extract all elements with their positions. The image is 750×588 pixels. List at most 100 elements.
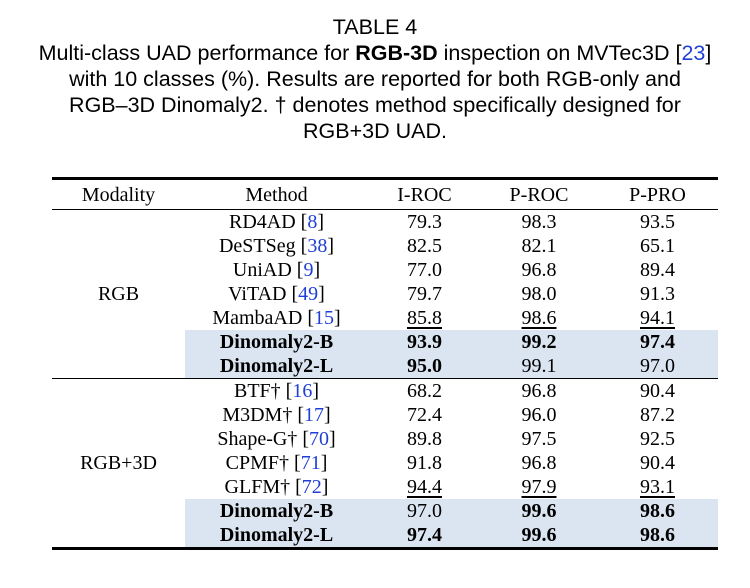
caption-line-4: RGB–3D Dinomaly2. † denotes method speci… <box>69 93 681 117</box>
metric-value: 97.9 <box>521 476 557 498</box>
i-roc-cell: 95.0 <box>368 354 481 379</box>
modality-cell: RGB <box>97 283 140 305</box>
citation-link[interactable]: 9 <box>303 259 314 281</box>
method-name: Dinomaly2-B <box>219 500 334 522</box>
results-table: Modality Method I-ROC P-ROC P-PRO RGB RD4… <box>52 177 718 550</box>
metric-value: 92.5 <box>640 428 675 450</box>
metric-value: 97.0 <box>640 355 675 377</box>
metric-value: 97.4 <box>407 524 442 546</box>
i-roc-cell: 79.7 <box>368 282 481 306</box>
p-pro-cell: 93.1 <box>597 475 718 499</box>
citation-link[interactable]: 17 <box>304 404 324 426</box>
metric-value: 85.8 <box>407 307 442 329</box>
p-pro-cell: 92.5 <box>597 427 718 451</box>
citation-link[interactable]: 15 <box>313 307 334 329</box>
p-pro-cell: 94.1 <box>597 306 718 330</box>
p-roc-cell: 98.6 <box>481 306 597 330</box>
p-roc-cell: 99.1 <box>481 354 597 379</box>
i-roc-cell: 82.5 <box>368 234 481 258</box>
metric-value: 93.5 <box>640 211 675 233</box>
method-cell: MambaAD [15] <box>212 307 341 329</box>
citation-link[interactable]: 38 <box>307 235 328 257</box>
method-cell: UniAD [9] <box>232 259 321 281</box>
metric-value: 72.4 <box>407 404 442 426</box>
metric-value: 96.0 <box>521 404 557 426</box>
table-row: Dinomaly2-L 97.4 99.6 98.6 <box>52 523 718 549</box>
table-row: RGB+3D BTF† [16] 68.2 96.8 90.4 <box>52 379 718 474</box>
metric-value: 82.1 <box>521 235 557 257</box>
method-cell: Dinomaly2-L <box>185 523 368 549</box>
method-name: Dinomaly2-L <box>219 524 334 546</box>
p-pro-cell: 93.5 <box>597 210 718 235</box>
table-row: Dinomaly2-L 95.0 99.1 97.0 <box>52 354 718 379</box>
citation-link[interactable]: 71 <box>300 452 321 474</box>
header-p-pro: P-PRO <box>629 183 686 206</box>
caption-line-3: with 10 classes (%). Results are reporte… <box>69 67 681 91</box>
i-roc-cell: 85.8 <box>368 306 481 330</box>
metric-value: 98.3 <box>521 211 557 233</box>
method-cell: GLFM† [72] <box>224 476 329 498</box>
metric-value: 96.8 <box>521 452 557 474</box>
metric-value: 98.0 <box>521 283 557 305</box>
method-cell: Dinomaly2-B <box>185 330 368 354</box>
method-name: M3DM† <box>222 404 293 426</box>
citation-link[interactable]: 70 <box>308 428 329 450</box>
method-cell: BTF† [16] <box>233 380 320 402</box>
metric-value: 96.8 <box>521 380 557 402</box>
method-cell: Shape-G† [70] <box>217 428 336 450</box>
method-name: UniAD <box>232 259 292 281</box>
table-row: RGB RD4AD [8] 79.3 98.3 93.5 <box>52 210 718 305</box>
i-roc-cell: 97.0 <box>368 499 481 523</box>
citation-link[interactable]: 8 <box>307 211 318 233</box>
method-cell: DeSTSeg [38] <box>218 235 334 257</box>
header-row: Modality Method I-ROC P-ROC P-PRO <box>52 178 718 210</box>
p-roc-cell: 82.1 <box>481 234 597 258</box>
p-pro-cell: 90.4 <box>597 451 718 475</box>
metric-value: 94.4 <box>407 476 442 498</box>
method-name: Dinomaly2-L <box>219 355 334 377</box>
i-roc-cell: 89.8 <box>368 427 481 451</box>
table-caption: TABLE 4 Multi-class UAD performance for … <box>0 14 750 144</box>
p-pro-cell: 91.3 <box>597 282 718 306</box>
p-roc-cell: 99.6 <box>481 523 597 549</box>
metric-value: 96.8 <box>521 259 557 281</box>
method-name: RD4AD <box>228 211 296 233</box>
p-pro-cell: 65.1 <box>597 234 718 258</box>
modality-cell: RGB+3D <box>80 452 157 474</box>
metric-value: 65.1 <box>640 235 675 257</box>
metric-value: 79.3 <box>407 211 442 233</box>
method-cell: ViTAD [49] <box>228 283 325 305</box>
table-row: MambaAD [15] 85.8 98.6 94.1 <box>52 306 718 330</box>
citation-link[interactable]: 16 <box>292 380 313 402</box>
header-modality: Modality <box>81 183 156 206</box>
metric-value: 98.6 <box>640 500 675 522</box>
citation-link[interactable]: 72 <box>301 476 322 498</box>
method-name: Shape-G† <box>217 428 298 450</box>
p-roc-cell: 98.3 <box>481 210 597 235</box>
method-cell: M3DM† [17] <box>222 404 331 426</box>
metric-value: 99.1 <box>521 355 557 377</box>
table-row: ViTAD [49] 79.7 98.0 91.3 <box>52 282 718 306</box>
method-name: Dinomaly2-B <box>219 331 334 353</box>
citation-link[interactable]: 49 <box>298 283 319 305</box>
p-roc-cell: 96.8 <box>481 379 597 404</box>
metric-value: 95.0 <box>407 355 442 377</box>
citation-link[interactable]: 23 <box>681 41 706 65</box>
metric-value: 89.4 <box>640 259 675 281</box>
metric-value: 99.6 <box>521 500 557 522</box>
metric-value: 77.0 <box>407 259 442 281</box>
metric-value: 97.4 <box>640 331 675 353</box>
metric-value: 99.2 <box>521 331 557 353</box>
p-roc-cell: 97.5 <box>481 427 597 451</box>
method-name: BTF† <box>233 380 281 402</box>
metric-value: 90.4 <box>640 452 675 474</box>
group-rgb-3d: RGB+3D BTF† [16] 68.2 96.8 90.4 M3DM† [17] 72.… <box>52 379 718 549</box>
metric-value: 94.1 <box>640 307 675 329</box>
p-roc-cell: 96.0 <box>481 403 597 427</box>
metric-value: 98.6 <box>640 524 675 546</box>
p-pro-cell: 98.6 <box>597 499 718 523</box>
p-pro-cell: 97.4 <box>597 330 718 354</box>
i-roc-cell: 97.4 <box>368 523 481 549</box>
p-pro-cell: 98.6 <box>597 523 718 549</box>
method-cell: Dinomaly2-B <box>185 499 368 523</box>
